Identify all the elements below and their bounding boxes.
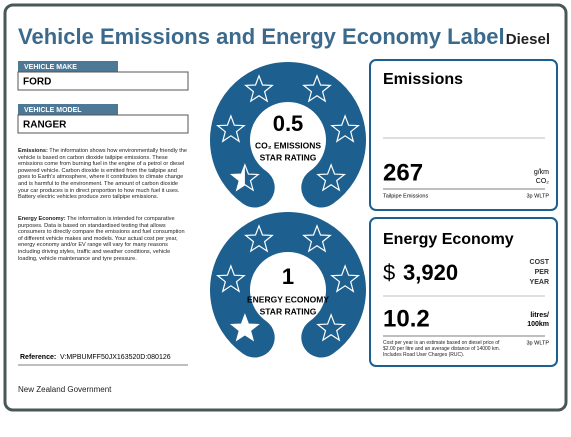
emissions-title: Emissions	[383, 71, 463, 88]
title: Vehicle Emissions and Energy Economy Lab…	[18, 24, 505, 49]
reference: V:MPBUMFF50JX163520D:080126	[60, 354, 171, 361]
rating-label: STAR RATING	[260, 306, 317, 316]
horseshoe	[210, 212, 366, 358]
model: RANGER	[23, 120, 67, 131]
star	[244, 74, 274, 103]
star	[302, 74, 332, 103]
economy-rating: 1 ENERGY ECONOMY STAR RATING	[210, 212, 366, 358]
star	[316, 163, 347, 192]
economy-value: 10.2	[383, 305, 430, 332]
reference-label: Reference:	[20, 354, 56, 361]
star-fill	[231, 164, 245, 191]
heading: Emissions:	[18, 148, 48, 154]
economy-note: Cost per year is an estimate based on di…	[383, 340, 501, 358]
tab	[18, 61, 118, 72]
emissions-box	[369, 59, 558, 211]
emissions-rating: 0.5 CO₂ EMISSIONS STAR RATING	[210, 62, 366, 208]
footer: New Zealand Government	[18, 385, 112, 394]
economy-box	[369, 217, 558, 367]
emissions-caption: Tailpipe Emissions	[383, 193, 428, 199]
model-label: VEHICLE MODEL	[24, 107, 82, 114]
emissions-info: Emissions: The information shows how env…	[18, 148, 190, 201]
field	[17, 71, 189, 91]
text: The information shows how environmentall…	[18, 148, 188, 201]
make: FORD	[23, 77, 51, 88]
emissions-unit: CO₂	[536, 178, 550, 185]
star	[330, 264, 361, 293]
rating: 1	[282, 264, 294, 289]
emissions-unit: g/km	[534, 169, 549, 176]
economy-info: Energy Economy: The information is inten…	[18, 216, 190, 262]
make-label: VEHICLE MAKE	[24, 64, 77, 71]
star	[215, 114, 246, 143]
star-fill	[231, 314, 259, 341]
tab	[18, 104, 118, 115]
field	[17, 114, 189, 134]
heading: Energy Economy:	[18, 216, 66, 222]
rating-label: ENERGY ECONOMY	[247, 294, 329, 304]
star	[215, 264, 246, 293]
horseshoe	[210, 62, 366, 208]
economy-title: Energy Economy	[383, 231, 514, 248]
star	[316, 313, 347, 342]
text: The information is intended for comparat…	[18, 216, 185, 262]
currency: $	[383, 260, 395, 285]
rating-label: STAR RATING	[260, 152, 317, 162]
emissions-test: 3p WLTP	[526, 193, 549, 199]
star	[244, 224, 274, 253]
cost-unit: PER	[535, 269, 549, 276]
economy-unit: 100km	[527, 321, 549, 328]
star	[330, 114, 361, 143]
economy-test: 3p WLTP	[526, 340, 549, 346]
rating: 0.5	[273, 111, 304, 136]
fuel: Diesel	[506, 31, 550, 48]
rating-label: CO₂ EMISSIONS	[255, 140, 321, 150]
cost-unit: YEAR	[530, 279, 549, 286]
emissions-value: 267	[383, 159, 423, 186]
economy-unit: litres/	[530, 312, 549, 319]
cost-unit: COST	[530, 259, 550, 266]
cost: 3,920	[403, 260, 458, 285]
star	[302, 224, 332, 253]
